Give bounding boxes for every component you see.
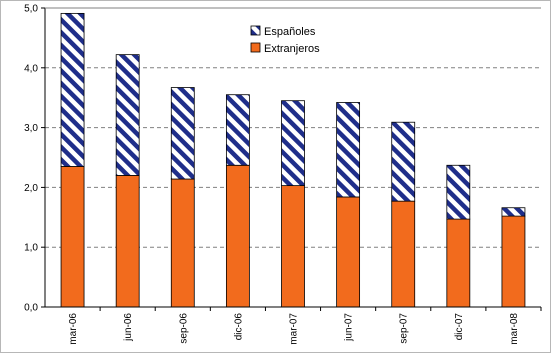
- bar-espanoles: [281, 100, 305, 187]
- bar-extranjeros: [60, 166, 85, 308]
- y-tick-label: 5,0: [24, 4, 38, 15]
- bar-espanoles: [225, 94, 250, 166]
- x-tick-label: mar-07: [289, 313, 300, 345]
- y-tick-label: 3,0: [24, 123, 38, 134]
- bar-extranjeros: [336, 196, 361, 308]
- x-tick-label: jun-06: [123, 313, 134, 342]
- y-tick-label: 0,0: [24, 303, 38, 314]
- x-tick-label: sep-06: [178, 313, 189, 344]
- bars: [60, 12, 526, 308]
- y-tick-label: 4,0: [24, 63, 38, 74]
- bar-espanoles: [170, 87, 195, 180]
- bar-espanoles: [115, 54, 140, 176]
- bar-espanoles: [446, 164, 471, 220]
- x-tick-label: jun-07: [344, 313, 355, 342]
- bar-espanoles: [336, 102, 361, 198]
- axes: 0,0 1,0 2,0 3,0 4,0 5,0 mar-06 jun-06 sep-06 dic-…: [24, 4, 542, 345]
- legend-label: Extranjeros: [264, 43, 320, 55]
- x-tick-label: dic-06: [233, 313, 244, 341]
- bar-extranjeros: [391, 200, 416, 308]
- bar-extranjeros: [281, 185, 305, 308]
- x-tick-label: mar-08: [509, 313, 520, 345]
- x-tick-label: mar-06: [68, 313, 79, 345]
- legend-swatch: [250, 42, 261, 53]
- bar-extranjeros: [501, 215, 526, 308]
- x-tick-label: dic-07: [454, 313, 465, 341]
- bar-espanoles: [60, 12, 85, 167]
- x-tick-label: sep-07: [399, 313, 410, 344]
- bar-extranjeros: [225, 164, 250, 308]
- y-tick-label: 1,0: [24, 243, 38, 254]
- y-tick-label: 2,0: [24, 183, 38, 194]
- legend-swatch: [250, 25, 261, 36]
- legend-label: Españoles: [264, 26, 316, 38]
- bar-extranjeros: [115, 175, 140, 308]
- legend: Españoles Extranjeros: [250, 25, 320, 55]
- bar-extranjeros: [170, 178, 195, 308]
- bar-extranjeros: [446, 218, 471, 308]
- bar-espanoles: [501, 207, 526, 217]
- bar-espanoles: [391, 121, 416, 202]
